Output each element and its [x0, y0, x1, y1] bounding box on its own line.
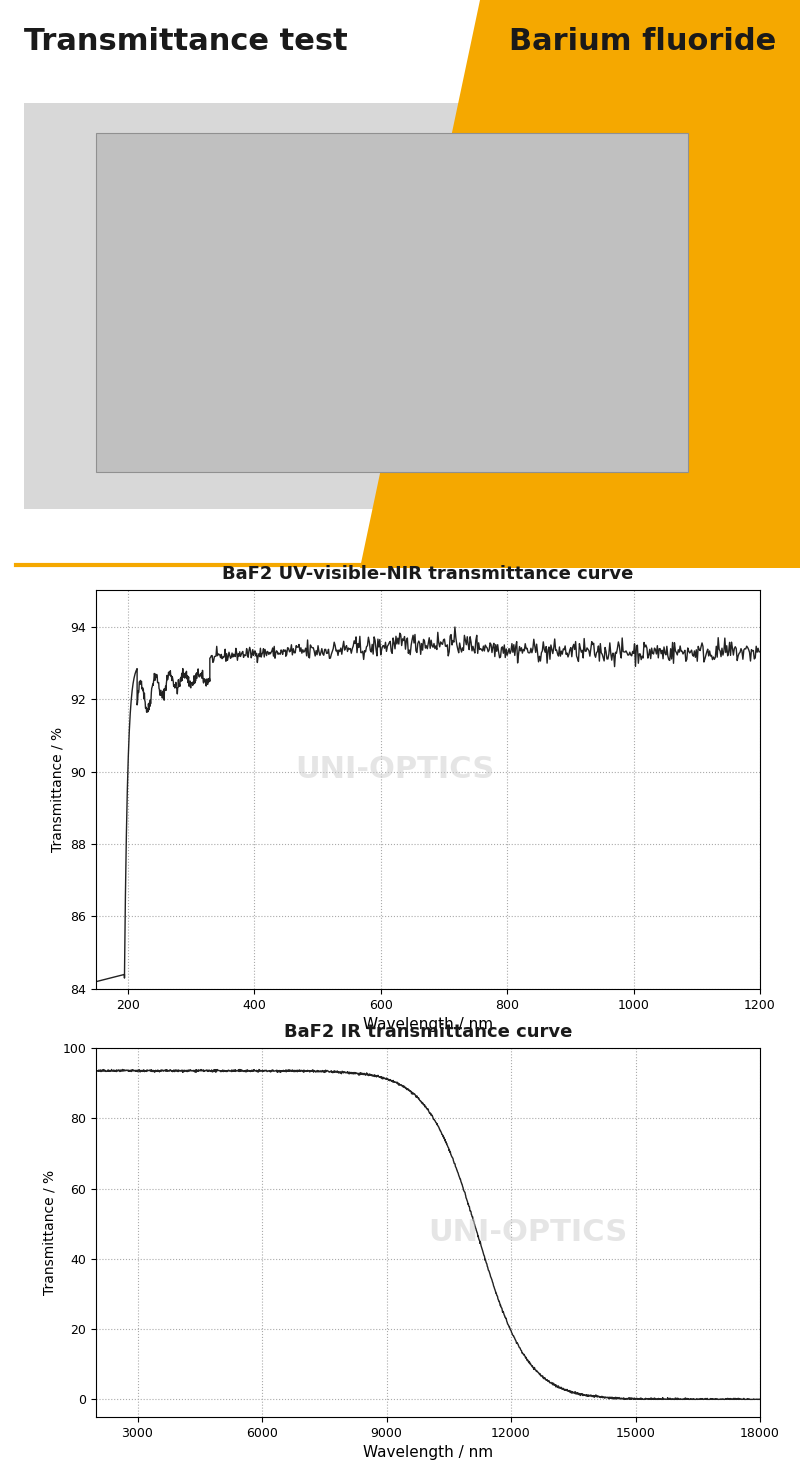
X-axis label: Wavelength / nm: Wavelength / nm: [363, 1017, 493, 1032]
Text: BaF2 IR transmittance curve: BaF2 IR transmittance curve: [284, 1023, 572, 1041]
Text: Barium fluoride: Barium fluoride: [509, 27, 776, 56]
Text: Transmittance test: Transmittance test: [24, 27, 348, 56]
Y-axis label: Transmittance / %: Transmittance / %: [43, 1170, 57, 1294]
X-axis label: Wavelength / nm: Wavelength / nm: [363, 1445, 493, 1460]
Text: BaF2 UV-visible-NIR transmittance curve: BaF2 UV-visible-NIR transmittance curve: [222, 565, 634, 583]
Text: UNI-OPTICS: UNI-OPTICS: [428, 1218, 627, 1247]
Y-axis label: Transmittance / %: Transmittance / %: [50, 728, 65, 852]
Text: UNI-OPTICS: UNI-OPTICS: [295, 756, 494, 784]
